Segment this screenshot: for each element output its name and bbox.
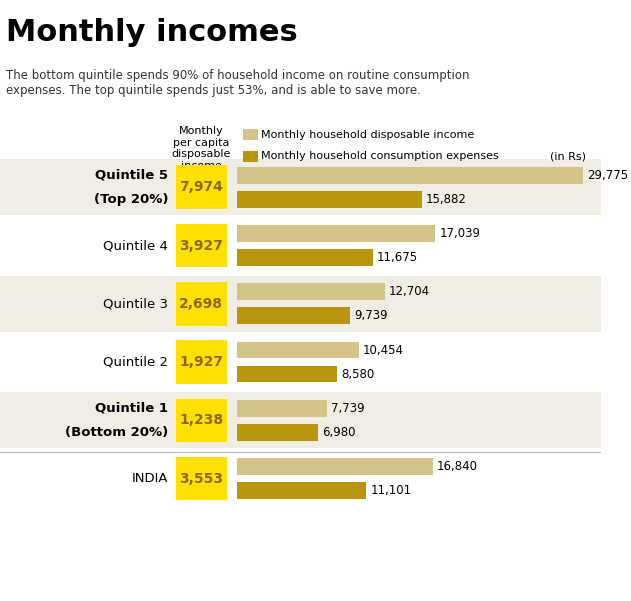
Text: 3,553: 3,553 <box>179 472 223 486</box>
FancyBboxPatch shape <box>0 451 601 507</box>
FancyBboxPatch shape <box>176 340 227 384</box>
FancyBboxPatch shape <box>237 365 337 382</box>
Text: 2,698: 2,698 <box>179 297 223 311</box>
FancyBboxPatch shape <box>244 129 258 140</box>
Text: 7,974: 7,974 <box>179 180 223 194</box>
FancyBboxPatch shape <box>244 151 258 162</box>
Text: 11,675: 11,675 <box>377 251 418 264</box>
FancyBboxPatch shape <box>237 167 583 184</box>
Text: The bottom quintile spends 90% of household income on routine consumption
expens: The bottom quintile spends 90% of househ… <box>6 69 469 97</box>
FancyBboxPatch shape <box>237 308 350 324</box>
Text: Quintile 1: Quintile 1 <box>95 402 168 415</box>
FancyBboxPatch shape <box>0 276 601 332</box>
FancyBboxPatch shape <box>237 342 359 358</box>
FancyBboxPatch shape <box>176 457 227 501</box>
FancyBboxPatch shape <box>176 282 227 326</box>
FancyBboxPatch shape <box>237 424 319 441</box>
FancyBboxPatch shape <box>237 459 433 475</box>
Text: Monthly household consumption expenses: Monthly household consumption expenses <box>261 151 499 161</box>
Text: INDIA: INDIA <box>132 472 168 485</box>
FancyBboxPatch shape <box>0 159 601 215</box>
Text: 16,840: 16,840 <box>437 460 478 473</box>
FancyBboxPatch shape <box>237 482 366 499</box>
FancyBboxPatch shape <box>176 398 227 442</box>
Text: Quintile 5: Quintile 5 <box>95 169 168 182</box>
Text: 7,739: 7,739 <box>331 402 365 415</box>
Text: 9,739: 9,739 <box>355 310 388 322</box>
FancyBboxPatch shape <box>237 400 327 417</box>
Text: 17,039: 17,039 <box>439 227 480 240</box>
Text: 1,927: 1,927 <box>179 355 223 369</box>
Text: 6,980: 6,980 <box>322 426 356 439</box>
FancyBboxPatch shape <box>237 191 422 207</box>
Text: 15,882: 15,882 <box>426 193 467 206</box>
Text: 11,101: 11,101 <box>370 484 411 497</box>
FancyBboxPatch shape <box>176 224 227 267</box>
Text: Monthly
per capita
disposable
income: Monthly per capita disposable income <box>172 126 231 171</box>
FancyBboxPatch shape <box>176 165 227 209</box>
Text: 12,704: 12,704 <box>389 285 430 298</box>
Text: (in Rs): (in Rs) <box>550 151 586 161</box>
FancyBboxPatch shape <box>0 392 601 448</box>
Text: (Top 20%): (Top 20%) <box>94 193 168 206</box>
Text: 3,927: 3,927 <box>179 239 223 252</box>
Text: Monthly household disposable income: Monthly household disposable income <box>261 130 475 139</box>
Text: Quintile 3: Quintile 3 <box>103 297 168 310</box>
Text: Quintile 2: Quintile 2 <box>103 356 168 368</box>
Text: 29,775: 29,775 <box>587 169 628 182</box>
Text: (Bottom 20%): (Bottom 20%) <box>65 426 168 439</box>
FancyBboxPatch shape <box>237 284 385 300</box>
FancyBboxPatch shape <box>237 225 435 242</box>
FancyBboxPatch shape <box>0 218 601 273</box>
Text: 1,238: 1,238 <box>179 413 223 427</box>
Text: Quintile 4: Quintile 4 <box>103 239 168 252</box>
Text: Monthly incomes: Monthly incomes <box>6 18 298 47</box>
Text: 10,454: 10,454 <box>363 344 404 356</box>
FancyBboxPatch shape <box>0 334 601 390</box>
Text: 8,580: 8,580 <box>341 368 374 380</box>
FancyBboxPatch shape <box>237 249 373 266</box>
